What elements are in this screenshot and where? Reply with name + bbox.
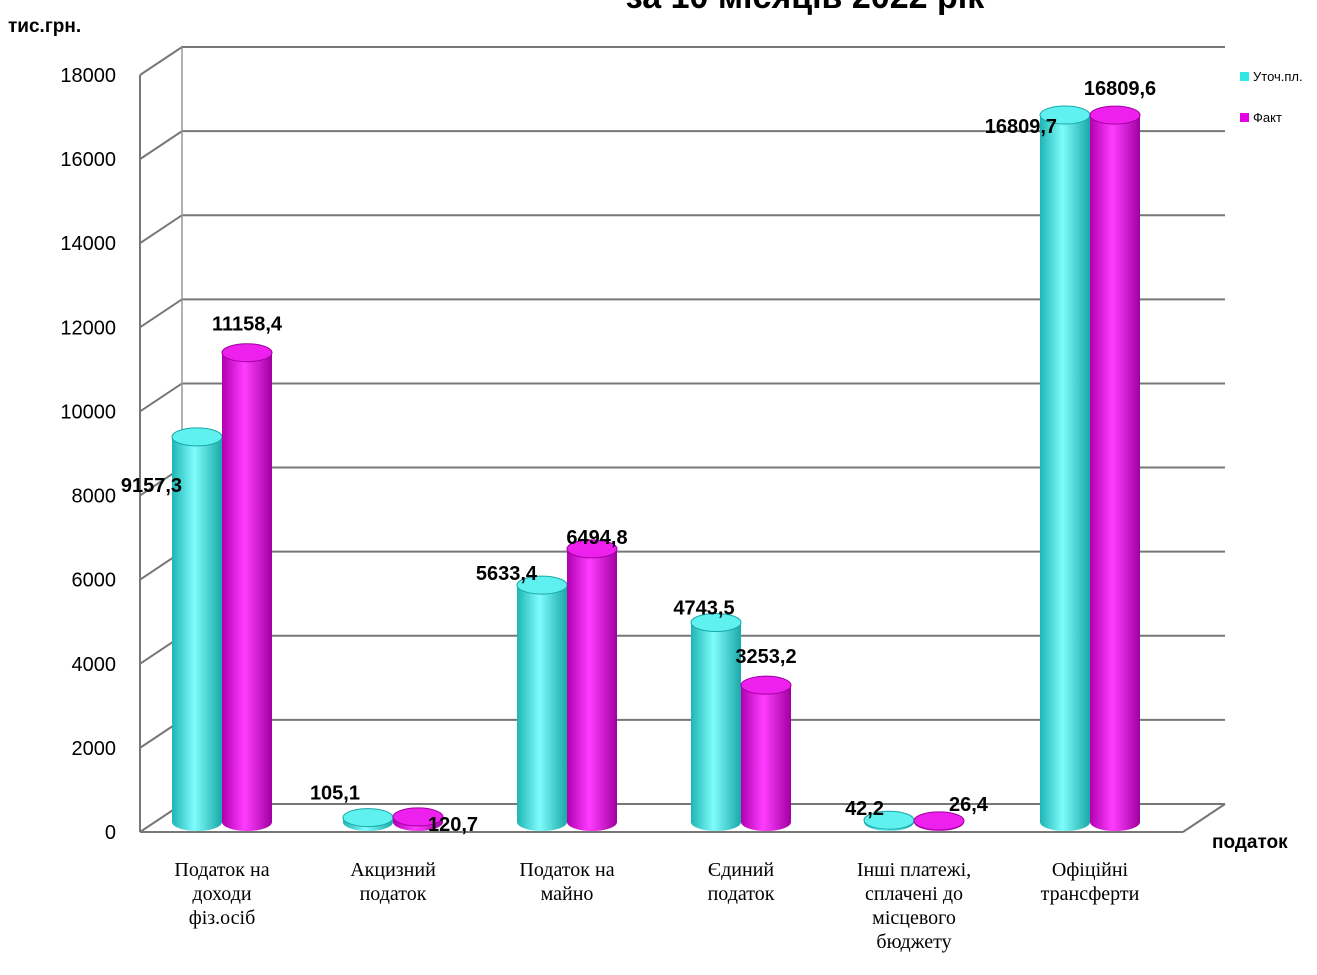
legend-swatch-fact: [1240, 113, 1249, 122]
data-label-plan: 5633,4: [476, 563, 538, 585]
bar-body: [691, 622, 741, 831]
y-tick-label: 8000: [72, 486, 117, 508]
bar-fact: [392, 807, 444, 831]
data-label-fact: 120,7: [428, 814, 478, 836]
bars: [171, 105, 1141, 832]
y-tick-label: 16000: [60, 149, 116, 171]
data-label-plan: 42,2: [845, 798, 884, 820]
y-tick-label: 0: [105, 822, 116, 844]
data-label-fact: 26,4: [949, 794, 989, 816]
bar-fact: [913, 811, 965, 831]
y-tick-label: 14000: [60, 233, 116, 255]
data-label-plan: 16809,7: [985, 116, 1057, 138]
y-tick-label: 4000: [72, 654, 117, 676]
legend: Уточ.пл. Факт: [1240, 69, 1303, 125]
bar-top: [342, 808, 394, 828]
data-label-plan: 4743,5: [673, 598, 734, 620]
y-tick-label: 18000: [60, 65, 116, 87]
labels: 9157,3 105,1 5633,4 4743,5 42,2 16809,7 11158,…: [121, 78, 1156, 836]
bar-top: [913, 811, 965, 831]
gridline: [139, 46, 1225, 76]
bar-fact: [221, 343, 273, 831]
bar-plan: [690, 613, 742, 831]
floor-right-edge: [1182, 803, 1226, 833]
x-category-label: Інші платежі, сплачені до місцевого бюджету: [857, 859, 971, 953]
y-tick-label: 2000: [72, 738, 117, 760]
bar-plan: [516, 575, 568, 831]
data-label-fact: 3253,2: [735, 646, 796, 668]
x-category-label: Податок на доходи фіз.осіб: [174, 859, 269, 929]
data-label-fact: 6494,8: [566, 527, 627, 549]
bar-body: [567, 548, 617, 831]
legend-label-fact: Факт: [1253, 110, 1282, 125]
bar-plan: [1039, 105, 1091, 832]
x-category-label: Податок на майно: [519, 859, 614, 905]
x-category-label: Єдиний податок: [708, 859, 775, 905]
legend-swatch-plan: [1240, 72, 1249, 81]
data-label-plan: 105,1: [310, 783, 360, 805]
bar-top: [221, 343, 273, 363]
data-label-fact: 11158,4: [212, 314, 283, 336]
axes: 0 2000 4000 6000 8000 10000 12000 14000 16000 180…: [60, 47, 1226, 953]
bar-body: [222, 352, 272, 831]
data-label-fact: 16809,6: [1084, 78, 1156, 100]
bar-plan: [342, 808, 394, 831]
y-tick-label: 10000: [60, 401, 116, 423]
x-category-label: Офіційні трансферти: [1041, 859, 1140, 905]
bar-top: [171, 427, 223, 447]
bar-top: [690, 613, 742, 633]
data-label-plan: 9157,3: [121, 475, 182, 497]
bar-fact: [1089, 105, 1141, 832]
bar-body: [1040, 115, 1090, 832]
chart-title: за 10 місяців 2022 рік: [626, 0, 985, 16]
bar-fact: [740, 675, 792, 831]
y-tick-label: 6000: [72, 570, 117, 592]
bar-body: [741, 685, 791, 831]
bar-top: [1089, 105, 1141, 125]
bar-fact: [566, 539, 618, 831]
bar-body: [1090, 115, 1140, 832]
x-axis-label: податок: [1212, 832, 1288, 853]
bar-body: [517, 585, 567, 831]
x-category-label: Акцизний податок: [350, 859, 436, 905]
y-tick-label: 12000: [60, 317, 116, 339]
bar-top: [392, 807, 444, 827]
bar-plan: [171, 427, 223, 831]
bar-top: [566, 539, 618, 559]
bar-top: [740, 675, 792, 695]
legend-label-plan: Уточ.пл.: [1253, 69, 1303, 84]
y-axis-unit-label: тис.грн.: [8, 16, 81, 37]
bar-body: [172, 436, 222, 831]
